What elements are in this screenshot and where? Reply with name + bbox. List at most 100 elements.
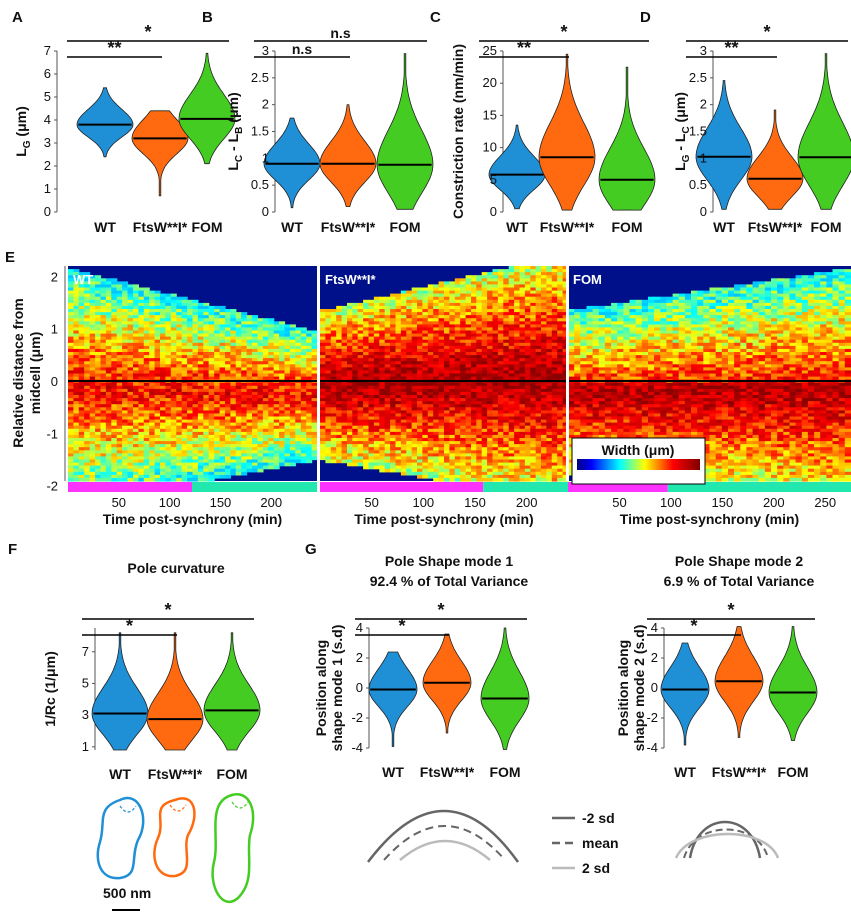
heatmap-cell (330, 309, 337, 313)
heatmap-cell (138, 474, 145, 479)
heatmap-cell (471, 398, 477, 402)
heatmap-cell (257, 327, 264, 332)
heatmap-cell (203, 355, 210, 359)
heatmap-cell (187, 309, 194, 313)
heatmap-cell (214, 416, 221, 421)
heatmap-cell (347, 459, 353, 464)
heatmap-cell (197, 395, 204, 399)
heatmap-cell (427, 324, 434, 329)
heatmap-cell (476, 404, 483, 408)
heatmap-cell (133, 364, 139, 368)
heatmap-cell (225, 444, 231, 448)
heatmap-cell (262, 348, 269, 353)
heatmap-cell (465, 315, 472, 319)
heatmap-cell (417, 428, 423, 433)
heatmap-cell (487, 370, 494, 375)
heatmap-cell (460, 401, 467, 405)
heatmap-cell (105, 465, 112, 470)
heatmap-cell (373, 407, 380, 411)
heatmap-cell (422, 299, 429, 304)
heatmap-cell (325, 456, 332, 461)
heatmap-cell (170, 474, 177, 479)
heatmap-cell (105, 290, 112, 295)
heatmap-cell (279, 425, 286, 430)
heatmap-cell (460, 358, 467, 362)
heatmap-cell (325, 438, 332, 442)
heatmap-cell (497, 382, 504, 387)
heatmap-cell (84, 352, 91, 356)
heatmap-cell (400, 398, 407, 402)
heatmap-cell (230, 425, 237, 430)
heatmap-cell (279, 388, 286, 393)
heatmap-cell (400, 465, 407, 470)
heatmap-cell (417, 456, 423, 461)
heatmap-cell (241, 468, 248, 473)
heatmap-cell (503, 312, 510, 316)
heatmap-cell (311, 413, 318, 418)
heatmap-cell (160, 459, 166, 464)
heatmap-cell (492, 431, 499, 436)
heatmap-cell (241, 404, 248, 408)
heatmap-cell (336, 382, 343, 387)
heatmap-cell (492, 410, 499, 415)
heatmap-cell (154, 352, 161, 356)
heatmap-cell (411, 352, 418, 356)
heatmap-cell (235, 348, 242, 353)
heatmap-cell (433, 305, 440, 310)
heatmap-cell (181, 315, 188, 319)
heatmap-cell (368, 450, 375, 454)
heatmap-cell (143, 410, 150, 415)
heatmap-cell (433, 419, 440, 424)
heatmap-cell (219, 465, 226, 470)
heatmap-cell (219, 453, 226, 458)
heatmap-cell (289, 410, 296, 415)
heatmap-cell (368, 348, 375, 353)
heatmap-cell (295, 459, 302, 464)
heatmap-cell (262, 327, 269, 332)
heatmap-cell (187, 321, 194, 325)
heatmap-cell (476, 309, 483, 313)
heatmap-cell (300, 330, 307, 335)
heatmap-cell (230, 309, 237, 313)
heatmap-cell (487, 391, 494, 396)
heatmap-cell (384, 456, 391, 461)
heatmap-cell (306, 416, 313, 421)
heatmap-cell (471, 459, 477, 464)
heatmap-cell (116, 438, 123, 442)
heatmap-cell (336, 318, 343, 322)
heatmap-cell (111, 391, 118, 396)
heatmap-cell (154, 296, 161, 301)
heatmap-cell (379, 370, 386, 375)
heatmap-cell (181, 318, 188, 322)
heatmap-cell (492, 401, 499, 405)
heatmap-cell (465, 468, 472, 473)
heatmap-cell (300, 401, 307, 405)
heatmap-cell (352, 342, 359, 347)
heatmap-cell (230, 438, 237, 442)
heatmap-cell (138, 413, 145, 418)
heatmap-cell (427, 441, 434, 445)
heatmap-cell (95, 422, 102, 427)
heatmap-cell (84, 296, 91, 301)
heatmap-cell (460, 296, 467, 301)
heatmap-cell (311, 419, 318, 424)
heatmap-cell (289, 358, 296, 362)
heatmap-cell (368, 382, 375, 387)
heatmap-cell (122, 431, 129, 436)
heatmap-cell (78, 425, 85, 430)
heatmap-cell (219, 395, 226, 399)
heatmap-cell (295, 450, 302, 454)
heatmap-cell (154, 450, 161, 454)
heatmap-cell (176, 305, 183, 310)
heatmap-cell (241, 428, 248, 433)
heatmap-cell (395, 305, 402, 310)
heatmap-cell (149, 318, 156, 322)
heatmap-cell (390, 370, 397, 375)
heatmap-cell (273, 345, 280, 350)
heatmap-cell (219, 348, 226, 353)
heatmap-cell (363, 361, 370, 365)
heatmap-cell (306, 438, 313, 442)
heatmap-cell (203, 364, 210, 368)
heatmap-cell (454, 465, 461, 470)
heatmap-cell (68, 459, 74, 464)
